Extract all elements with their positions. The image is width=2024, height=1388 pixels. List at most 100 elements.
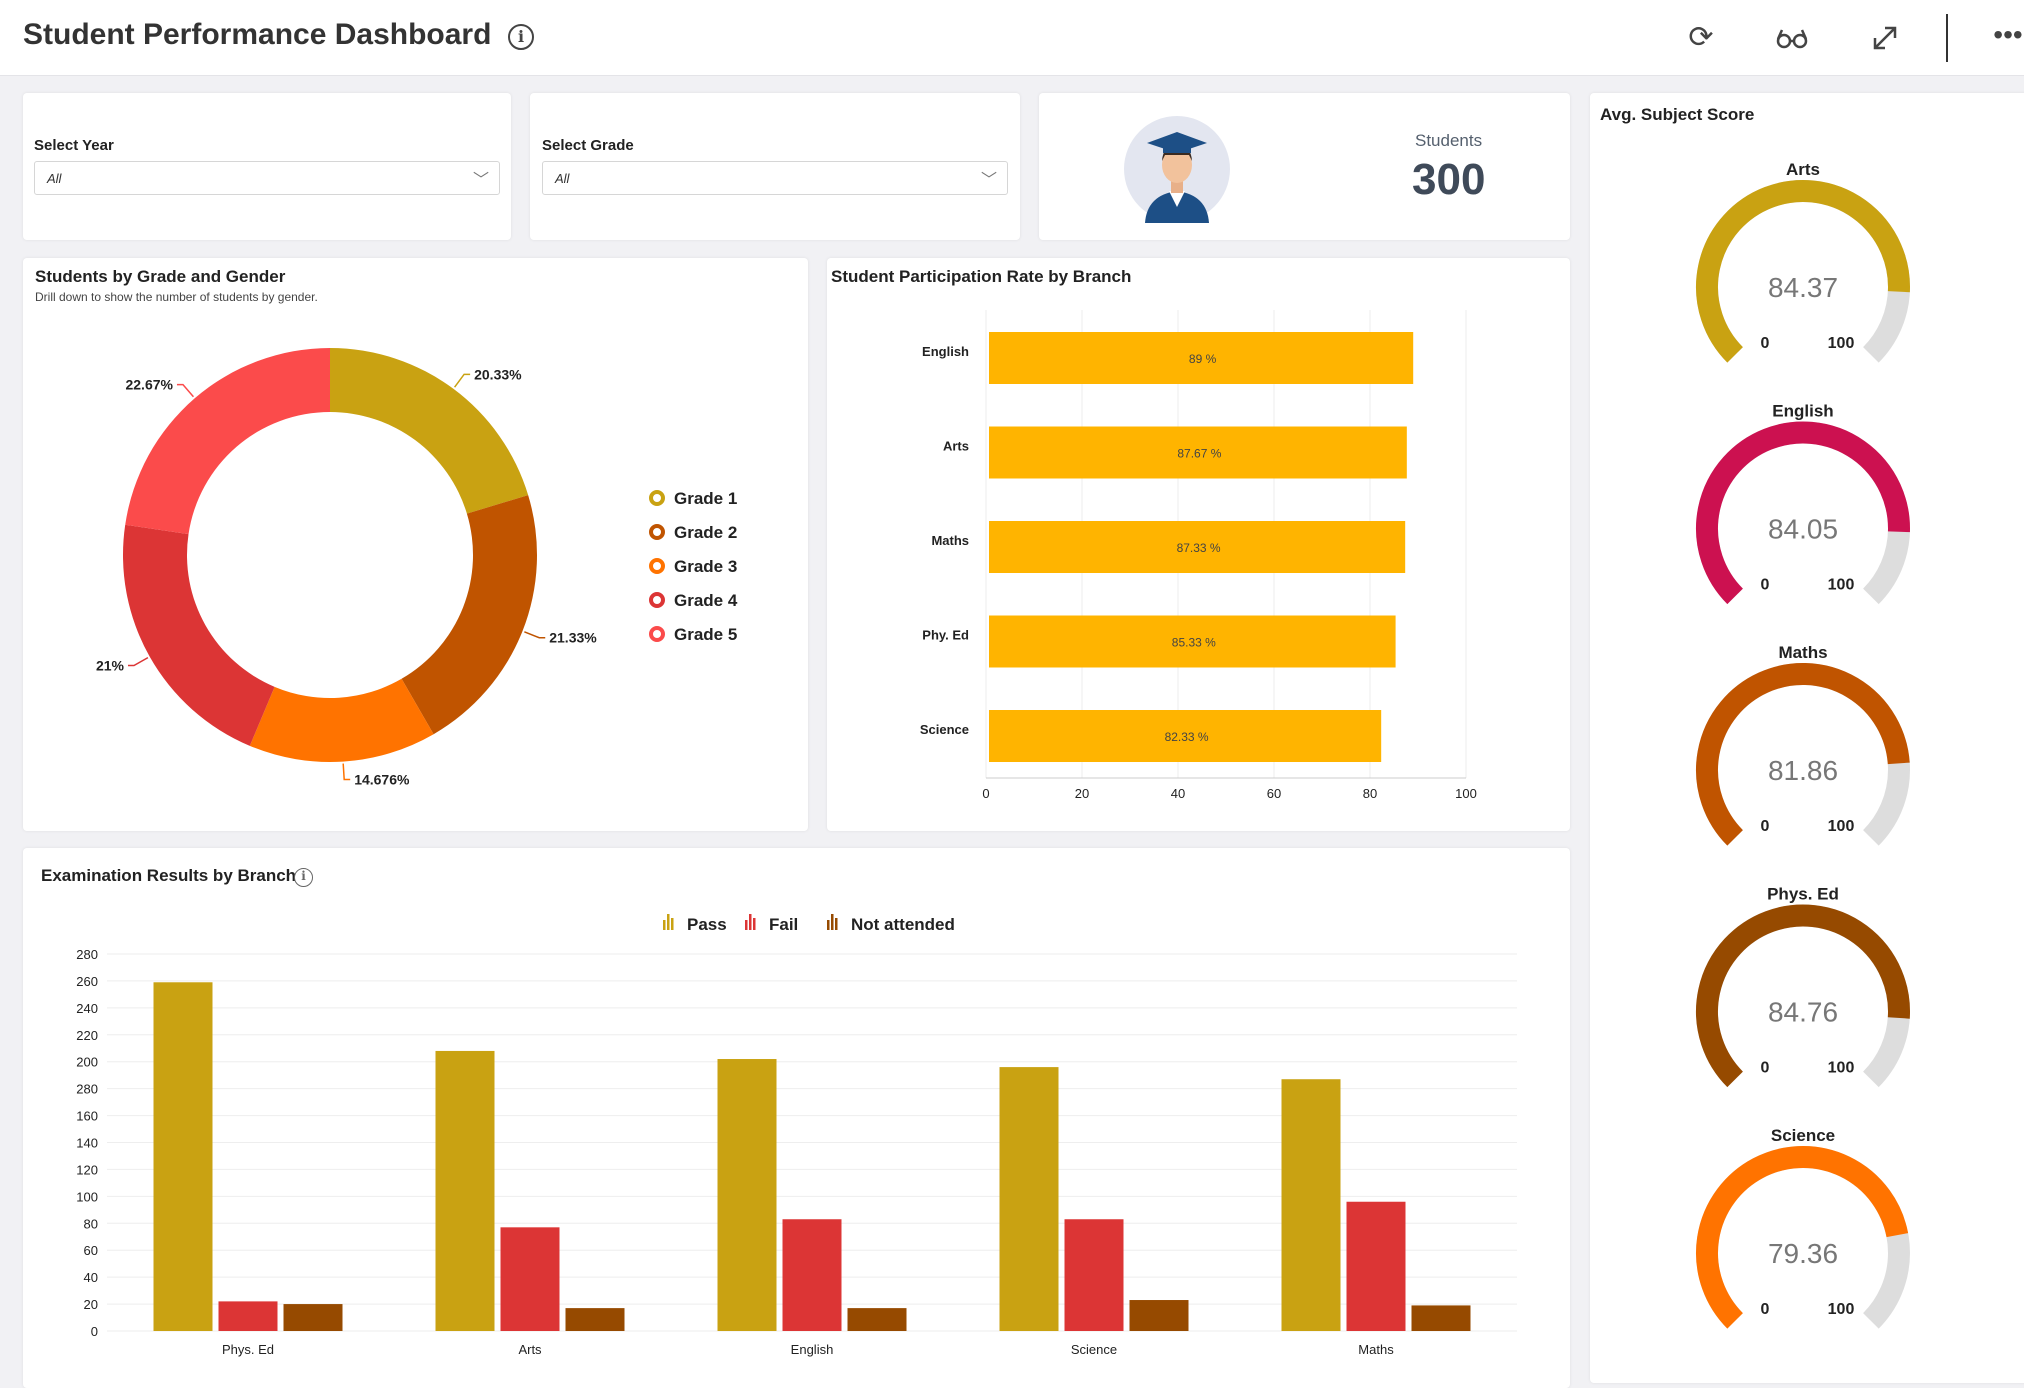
legend-donut-icon: [649, 524, 665, 540]
chevron-down-icon: ﹀: [472, 172, 489, 189]
gauge-max-label: 100: [1828, 1060, 1855, 1077]
students-count: 300: [1412, 155, 1486, 204]
donut-leader-line: [524, 631, 546, 639]
participation-title: Student Participation Rate by Branch: [831, 267, 1132, 286]
y-tick-label: 140: [76, 1136, 98, 1151]
year-filter-card: Select Year All ﹀: [23, 93, 511, 240]
legend-item: Fail: [769, 915, 798, 934]
donut-data-label: 21.33%: [549, 630, 597, 646]
bar-data-label: 87.33 %: [1177, 541, 1221, 555]
glasses-icon[interactable]: [1774, 20, 1810, 56]
graduate-avatar-icon: [1124, 116, 1230, 223]
x-tick-label: 60: [1267, 786, 1281, 801]
donut-slice: [330, 348, 529, 514]
participation-chart: 0 20 40 60 80 100 89 % English 87.67 % Arts 87.33 …: [920, 310, 1477, 801]
grade-value: All: [555, 171, 570, 186]
legend-item: Grade 2: [674, 523, 737, 542]
x-category-label: Science: [1071, 1342, 1117, 1357]
y-tick-label: 280: [76, 947, 98, 962]
y-tick-label: 100: [76, 1189, 98, 1204]
gauge-min-label: 0: [1761, 1060, 1770, 1077]
y-tick-label: 260: [76, 974, 98, 989]
refresh-icon[interactable]: ⟳: [1688, 21, 1714, 54]
participation-bar: [989, 615, 1396, 668]
students-by-grade-card: Students by Grade and Gender Drill down …: [23, 258, 808, 831]
y-tick-label: 240: [76, 1001, 98, 1016]
exam-bar-not-attended: [565, 1308, 625, 1331]
gauge-title: Phys. Ed: [1767, 885, 1839, 904]
donut-leader-line: [453, 373, 471, 388]
legend-bar-stroke: [663, 920, 666, 930]
gauge-fill: [1696, 1146, 1909, 1329]
gauge-max-label: 100: [1828, 818, 1855, 835]
bar-data-label: 87.67 %: [1177, 447, 1221, 461]
y-tick-label: 20: [84, 1297, 98, 1312]
exam-bar-not-attended: [1129, 1300, 1189, 1331]
info-icon[interactable]: i: [508, 24, 534, 50]
exam-bar-not-attended: [283, 1304, 343, 1331]
exam-bar-pass: [717, 1059, 777, 1331]
legend-bar-stroke: [667, 914, 670, 930]
divider: [1946, 14, 1948, 62]
avg-subject-score-card: Avg. Subject Score Arts 84.37 0 100 English 8…: [1590, 93, 2024, 1383]
exam-bar-not-attended: [1411, 1305, 1471, 1331]
y-tick-label: 220: [76, 1028, 98, 1043]
more-icon[interactable]: •••: [1993, 19, 2023, 50]
expand-icon[interactable]: [1867, 20, 1903, 56]
donut-data-label: 21%: [96, 657, 125, 673]
donut-slice: [125, 348, 330, 535]
x-category-label: Maths: [1358, 1342, 1394, 1357]
y-tick-label: 40: [84, 1270, 98, 1285]
students-label: Students: [1415, 131, 1483, 150]
avg-score-title: Avg. Subject Score: [1600, 105, 1755, 124]
legend-item: Grade 4: [674, 591, 738, 610]
y-tick-label: 0: [91, 1324, 98, 1339]
donut-title: Students by Grade and Gender: [35, 267, 286, 286]
gauge-value: 84.37: [1768, 272, 1838, 303]
gauge-value: 84.76: [1768, 997, 1838, 1028]
exam-bar-fail: [782, 1219, 842, 1331]
exam-bar-fail: [500, 1227, 560, 1331]
donut-slice: [122, 524, 275, 746]
grade-filter-card: Select Grade All ﹀: [530, 93, 1020, 240]
gauge-title: Science: [1771, 1126, 1835, 1145]
year-select[interactable]: All ﹀: [34, 161, 500, 195]
gauge-min-label: 0: [1761, 577, 1770, 594]
legend-item: Grade 3: [674, 557, 737, 576]
legend-bar-stroke: [753, 918, 756, 930]
legend-donut-icon: [649, 558, 665, 574]
legend-bar-stroke: [835, 918, 838, 930]
exam-bar-pass: [1281, 1079, 1341, 1331]
participation-card: Student Participation Rate by Branch 0 20…: [827, 258, 1570, 831]
students-kpi-card: Students 300: [1039, 93, 1570, 240]
gauge-fill: [1696, 663, 1910, 846]
gauge-title: Arts: [1786, 160, 1820, 179]
bar-data-label: 85.33 %: [1172, 636, 1216, 650]
x-tick-label: 100: [1455, 786, 1477, 801]
x-category-label: Arts: [518, 1342, 542, 1357]
grade-label: Select Grade: [542, 137, 634, 154]
legend-item: Grade 1: [674, 489, 737, 508]
y-category-label: English: [922, 344, 969, 359]
legend-bar-icon: [745, 914, 756, 930]
gauge-fill: [1696, 180, 1910, 363]
year-value: All: [47, 171, 62, 186]
y-category-label: Arts: [943, 439, 969, 454]
gauge-title: English: [1772, 402, 1833, 421]
exam-bar-pass: [435, 1050, 495, 1331]
info-icon[interactable]: i: [294, 868, 313, 887]
y-tick-label: 160: [76, 1109, 98, 1124]
gauge-max-label: 100: [1828, 577, 1855, 594]
legend-bar-stroke: [671, 918, 674, 930]
legend-bar-stroke: [749, 914, 752, 930]
grade-select[interactable]: All ﹀: [542, 161, 1008, 195]
y-category-label: Maths: [931, 533, 969, 548]
donut-data-label: 22.67%: [125, 377, 173, 393]
exam-bar-fail: [1064, 1219, 1124, 1331]
legend-bar-icon: [827, 914, 838, 930]
donut-data-label: 14.676%: [354, 772, 410, 788]
donut-data-label: 20.33%: [474, 366, 522, 382]
exam-bar-fail: [218, 1301, 278, 1331]
gauge-value: 79.36: [1768, 1238, 1838, 1269]
x-category-label: English: [791, 1342, 834, 1357]
